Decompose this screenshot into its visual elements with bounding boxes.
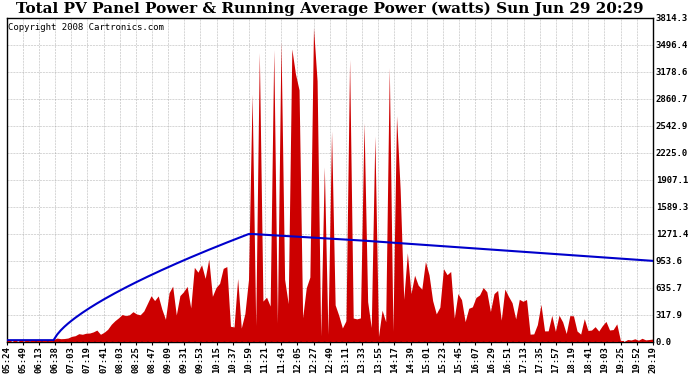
Title: Total PV Panel Power & Running Average Power (watts) Sun Jun 29 20:29: Total PV Panel Power & Running Average P… — [16, 2, 644, 16]
Text: Copyright 2008 Cartronics.com: Copyright 2008 Cartronics.com — [8, 22, 164, 32]
